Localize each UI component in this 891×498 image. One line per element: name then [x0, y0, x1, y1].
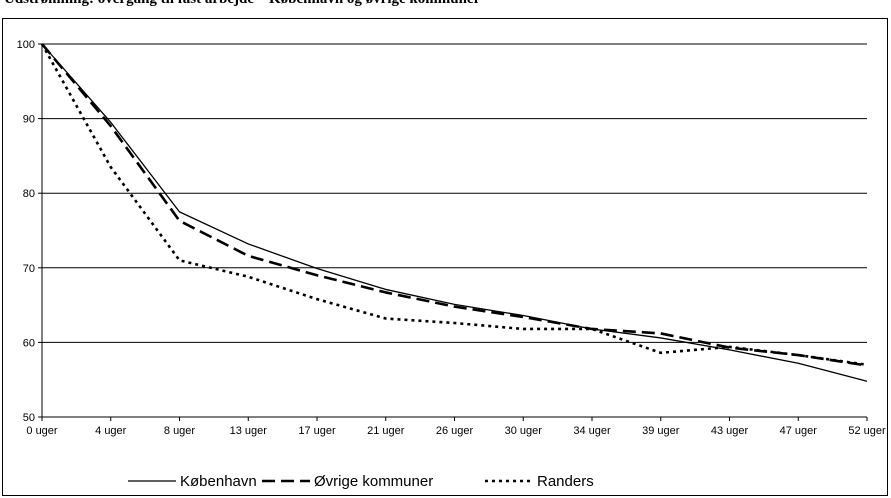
x-tick-label-8: 34 uger [573, 425, 611, 437]
x-tick-label-10: 43 uger [711, 425, 749, 437]
y-tick-label-50: 50 [23, 412, 35, 424]
y-tick-label-80: 80 [23, 188, 35, 200]
x-tick-label-9: 39 uger [642, 425, 680, 437]
y-tick-label-100: 100 [17, 39, 35, 51]
legend-label-1: Øvrige kommuner [314, 473, 433, 490]
x-tick-label-11: 47 uger [780, 425, 818, 437]
y-tick-label-90: 90 [23, 114, 35, 126]
x-tick-label-0: 0 uger [26, 425, 58, 437]
x-tick-label-3: 13 uger [230, 425, 268, 437]
x-tick-label-6: 26 uger [436, 425, 474, 437]
legend-label-0: København [180, 473, 257, 490]
x-tick-label-2: 8 uger [164, 425, 196, 437]
gridlines [42, 43, 867, 343]
series-line-1 [41, 43, 868, 367]
x-tick-label-5: 21 uger [367, 425, 405, 437]
axes [41, 44, 867, 418]
series-line-0 [41, 43, 868, 382]
y-tick-label-70: 70 [23, 263, 35, 275]
x-tick-label-1: 4 uger [95, 425, 127, 437]
series-line-2 [40, 43, 868, 367]
series-lines [40, 43, 868, 382]
legend: København Øvrige kommuner Randers [128, 473, 594, 490]
legend-label-2: Randers [537, 473, 594, 490]
x-tick-label-12: 52 uger [848, 425, 886, 437]
x-tick-label-4: 17 uger [298, 425, 336, 437]
x-tick-label-7: 30 uger [505, 425, 543, 437]
y-axis-ticks: 50 60 70 80 90 100 [17, 39, 42, 424]
y-tick-label-60: 60 [23, 337, 35, 349]
x-axis-ticks: 0 uger 4 uger 8 uger 13 uger 17 uger 21 uger 2… [26, 417, 886, 437]
chart-title-partial: Udstrømning: overgang til fast arbejde –… [4, 0, 480, 8]
